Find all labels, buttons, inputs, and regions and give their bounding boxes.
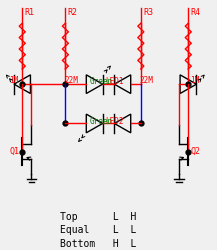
Text: R2: R2 [67, 8, 77, 18]
Text: 22M: 22M [64, 76, 78, 85]
Text: 1M: 1M [9, 76, 19, 85]
Text: R4: R4 [191, 8, 201, 18]
Text: R1: R1 [24, 8, 35, 18]
Text: Equal    L  L: Equal L L [59, 225, 136, 235]
Text: Q2: Q2 [191, 147, 201, 156]
Text: Top      L  H: Top L H [59, 212, 136, 222]
Text: Q1: Q1 [9, 147, 19, 156]
Text: Bottom   H  L: Bottom H L [59, 239, 136, 249]
Text: Green: Green [90, 77, 113, 86]
Text: Green: Green [90, 116, 113, 126]
Text: 1M: 1M [191, 76, 200, 85]
Text: LED1: LED1 [105, 77, 123, 86]
Text: R3: R3 [143, 8, 153, 18]
Text: LED2: LED2 [105, 116, 123, 126]
Text: 22M: 22M [140, 76, 154, 85]
